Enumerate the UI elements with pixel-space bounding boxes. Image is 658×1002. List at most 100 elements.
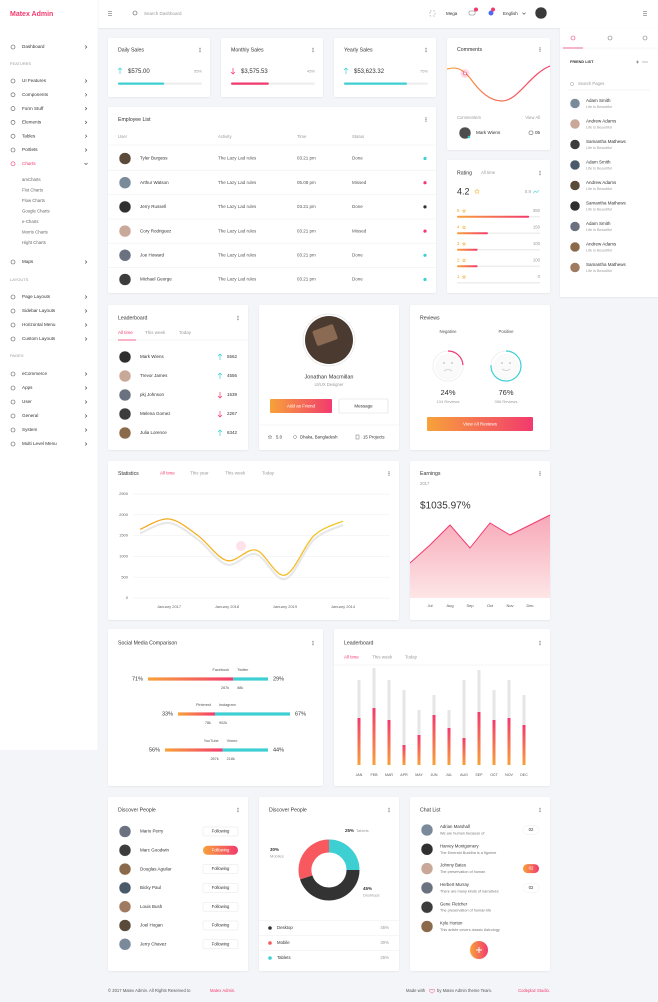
follow-button[interactable]: [203, 845, 238, 855]
search-input[interactable]: Search Dashboard: [144, 11, 182, 16]
network-count: 78k: [205, 721, 211, 725]
more-menu[interactable]: [425, 117, 427, 122]
friend-name[interactable]: Samantha Mathews: [586, 139, 627, 144]
more-menu[interactable]: [237, 807, 239, 813]
menu-item[interactable]: Multi Level Menu: [22, 441, 57, 446]
friend-name[interactable]: Andrew Adams: [586, 119, 617, 124]
panel-tab[interactable]: [570, 35, 576, 41]
trend-curve: [446, 65, 551, 102]
panel-tab[interactable]: [607, 35, 613, 41]
menu-item[interactable]: Maps: [22, 259, 34, 264]
chat-name[interactable]: Johnny Bates: [440, 863, 466, 868]
submenu-item[interactable]: Flot Charts: [22, 188, 43, 193]
menu-item[interactable]: General: [22, 413, 38, 418]
more-menu[interactable]: [312, 640, 314, 646]
more-menu[interactable]: [237, 315, 239, 321]
friend-name[interactable]: Adam Smith: [586, 98, 611, 103]
menu-item[interactable]: Form Stuff: [22, 106, 44, 111]
submenu-item[interactable]: Hight Charts: [22, 240, 46, 245]
friend-name[interactable]: Adam Smith: [586, 221, 611, 226]
more-menu[interactable]: [539, 471, 541, 476]
button-label[interactable]: Following: [212, 829, 230, 834]
more-menu[interactable]: [388, 471, 390, 476]
tab[interactable]: Today: [179, 330, 192, 335]
menu-item[interactable]: Dashboard: [22, 44, 45, 49]
menu-item[interactable]: Sidebar Layouts: [22, 308, 56, 313]
follow-button[interactable]: [202, 864, 239, 874]
submenu-item[interactable]: Google Charts: [22, 209, 50, 214]
more-menu[interactable]: [539, 640, 541, 646]
menu-item[interactable]: Horizontal Menu: [22, 322, 56, 327]
menu-item[interactable]: Tables: [22, 133, 36, 138]
menu-item[interactable]: Portlets: [22, 147, 38, 152]
menu-item[interactable]: Page Layouts: [22, 294, 51, 299]
chat-name[interactable]: Kyle Horton: [440, 921, 463, 926]
language-select[interactable]: English: [503, 11, 518, 16]
button-label[interactable]: Add as Friend: [287, 404, 316, 409]
more-menu[interactable]: [312, 47, 314, 53]
button-label[interactable]: View All Reviews: [463, 422, 498, 427]
tab[interactable]: All time: [118, 330, 133, 335]
tab[interactable]: All time: [481, 170, 496, 175]
submenu-item[interactable]: Flow Charts: [22, 198, 45, 203]
chat-name[interactable]: Gene Fletcher: [440, 901, 468, 906]
button-label[interactable]: Following: [212, 923, 230, 928]
submenu-item[interactable]: amCharts: [22, 177, 41, 182]
follow-button[interactable]: [202, 939, 239, 950]
friend-name[interactable]: Andrew Adams: [586, 242, 617, 247]
footer-link[interactable]: Matex Admin.: [210, 988, 235, 993]
chat-name[interactable]: Herbert Murray: [440, 882, 470, 887]
follow-button[interactable]: [202, 826, 239, 837]
more-menu[interactable]: [539, 170, 541, 176]
tab[interactable]: This week: [225, 471, 246, 476]
submenu-item[interactable]: e-Charts: [22, 219, 38, 224]
more-menu[interactable]: [425, 47, 427, 53]
follow-button[interactable]: [202, 901, 239, 912]
menu-item[interactable]: UI Features: [22, 78, 47, 83]
button-label[interactable]: Following: [212, 885, 230, 890]
chat-name[interactable]: Adrian Marshall: [440, 824, 470, 829]
menu-item[interactable]: Custom Layouts: [22, 336, 56, 341]
submenu-item[interactable]: Morris Charts: [22, 230, 48, 235]
footer-link[interactable]: Codeplaz Studio.: [518, 988, 550, 993]
more-menu[interactable]: [539, 807, 541, 813]
friend-name[interactable]: Adam Smith: [586, 160, 611, 165]
button-label[interactable]: Following: [212, 847, 230, 852]
tab[interactable]: All time: [344, 655, 359, 660]
panel-tab[interactable]: [642, 35, 648, 41]
friend-name[interactable]: Samantha Mathews: [586, 262, 627, 267]
more-menu[interactable]: [388, 807, 390, 813]
button[interactable]: [427, 417, 533, 431]
dot: [388, 471, 390, 473]
tab[interactable]: Today: [262, 471, 275, 476]
menu-item[interactable]: Elements: [22, 120, 42, 125]
button-label[interactable]: Following: [212, 866, 230, 871]
menu-item[interactable]: Charts: [22, 161, 36, 166]
button-label[interactable]: Following: [212, 941, 230, 946]
tab[interactable]: All time: [160, 471, 175, 476]
mega-menu[interactable]: Mega: [446, 11, 458, 16]
button[interactable]: [338, 398, 389, 414]
button[interactable]: [270, 399, 332, 413]
button-label[interactable]: Following: [212, 904, 230, 909]
menu-item[interactable]: System: [22, 427, 37, 432]
tab[interactable]: This week: [145, 330, 166, 335]
menu-item[interactable]: Components: [22, 92, 49, 97]
menu-item[interactable]: User: [22, 399, 32, 404]
follow-button[interactable]: [202, 883, 239, 893]
follow-button[interactable]: [202, 920, 239, 931]
search-input[interactable]: Search Pages: [578, 81, 604, 86]
more-menu[interactable]: [199, 47, 201, 53]
more-menu[interactable]: [539, 47, 541, 52]
button-label[interactable]: Message: [354, 404, 373, 409]
x-tick-label: DEC: [520, 773, 528, 777]
friend-name[interactable]: Andrew Adams: [586, 180, 617, 185]
menu-item[interactable]: eCommerce: [22, 371, 47, 376]
tab[interactable]: Today: [405, 655, 418, 660]
chat-name[interactable]: Harvey Montgomery: [440, 843, 480, 848]
tab[interactable]: This week: [372, 655, 393, 660]
friend-name[interactable]: Samantha Mathews: [586, 201, 627, 206]
menu-item[interactable]: Apps: [22, 385, 33, 390]
link[interactable]: View All: [525, 115, 540, 120]
tab[interactable]: This year: [190, 471, 209, 476]
